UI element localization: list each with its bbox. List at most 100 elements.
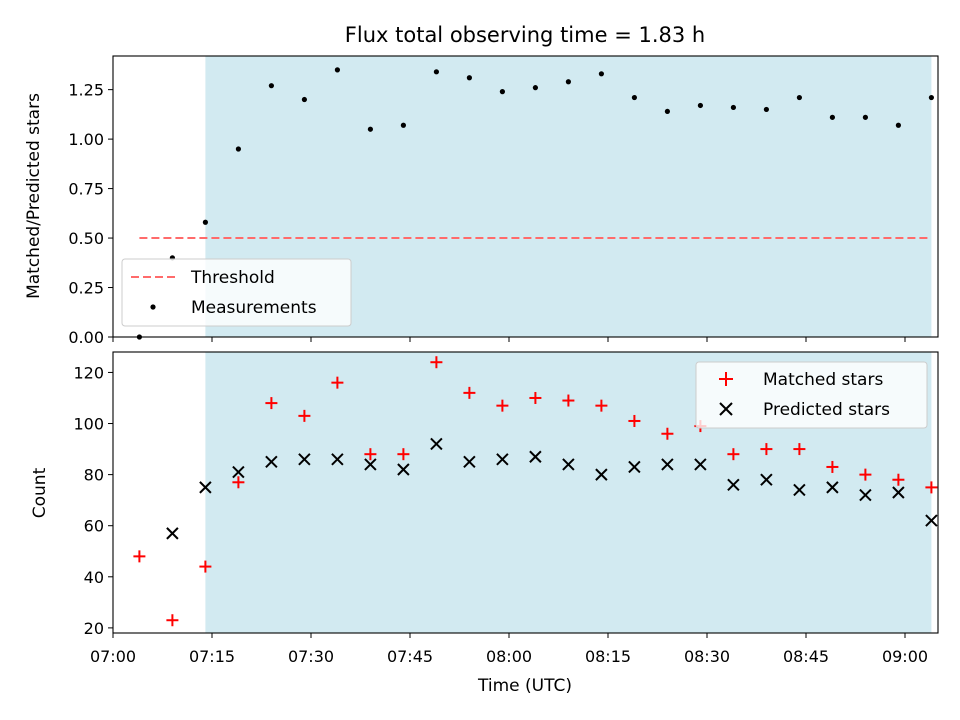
matched-point	[661, 427, 674, 440]
predicted-point	[694, 458, 707, 471]
measurement-point	[829, 114, 836, 120]
matched-point	[892, 473, 905, 486]
top-y-axis: 0.00 0.25 0.50 0.75 1.00 1.25	[68, 81, 113, 347]
predicted-point	[232, 465, 245, 479]
measurement-point	[301, 96, 307, 103]
measurement-point	[532, 85, 539, 91]
x-tick-label: 07:15	[189, 647, 235, 666]
x-tick-label: 08:00	[486, 647, 532, 666]
top-x-axis	[112, 337, 906, 342]
predicted-point	[595, 468, 608, 481]
matched-point	[166, 614, 179, 627]
measurement-point	[565, 79, 572, 85]
y-tick-label: 1.00	[68, 130, 104, 149]
legend-predicted-label: Predicted stars	[763, 400, 890, 420]
measurement-point	[598, 71, 605, 77]
predicted-point	[628, 460, 641, 474]
x-tick-label: 08:30	[684, 647, 730, 666]
measurement-point	[499, 89, 505, 95]
y-tick-label: 100	[73, 415, 104, 434]
bottom-legend: Matched stars Predicted stars	[695, 361, 928, 429]
matched-point	[133, 550, 146, 563]
legend-matched-label: Matched stars	[763, 370, 883, 390]
predicted-point	[727, 478, 740, 492]
predicted-point	[430, 437, 443, 451]
predicted-point	[793, 483, 806, 497]
y-tick-label: 0.25	[68, 279, 104, 298]
x-tick-label: 09:00	[882, 647, 928, 666]
matched-point	[760, 443, 773, 456]
measurement-point	[631, 94, 638, 101]
y-tick-label: 0.00	[68, 328, 104, 347]
y-tick-label: 120	[73, 363, 104, 382]
measurement-point	[367, 126, 373, 132]
predicted-point	[859, 488, 872, 502]
y-tick-label: 20	[84, 619, 104, 638]
top-y-axis-label: Matched/Predicted stars	[24, 93, 44, 299]
bottom-panel: 20 40 60 80 100 120 07:00 07:15 07:30 07:45 08:00…	[30, 351, 939, 696]
measurement-point	[202, 219, 208, 225]
matched-point	[727, 448, 740, 461]
legend-matched-swatch	[719, 372, 733, 386]
matched-point	[397, 448, 410, 461]
x-tick-label: 07:30	[288, 647, 334, 666]
predicted-point	[166, 527, 179, 540]
x-tick-label: 08:15	[585, 647, 631, 666]
chart-title: Flux total observing time = 1.83 h	[345, 23, 705, 47]
matched-point	[529, 391, 542, 404]
measurement-point	[796, 94, 803, 101]
matched-point	[595, 399, 608, 412]
matched-point	[562, 394, 575, 407]
matched-point	[331, 376, 344, 389]
predicted-point	[661, 458, 674, 471]
y-tick-label: 80	[84, 466, 104, 485]
measurement-point	[466, 75, 472, 81]
predicted-point	[760, 473, 773, 486]
legend-predicted-swatch	[719, 402, 733, 416]
bottom-y-axis: 20 40 60 80 100 120	[73, 363, 113, 638]
predicted-point	[364, 458, 377, 471]
y-tick-label: 0.75	[68, 180, 104, 199]
matched-point	[430, 356, 443, 369]
predicted-point	[892, 486, 905, 499]
measurement-point	[433, 69, 439, 75]
measurement-point	[235, 146, 241, 152]
measurement-point	[400, 122, 406, 128]
matched-point	[364, 448, 377, 461]
predicted-point	[199, 481, 212, 494]
bottom-legend-box	[695, 361, 928, 429]
measurement-point	[697, 102, 704, 109]
bottom-axes-frame	[112, 351, 939, 634]
predicted-point	[397, 463, 410, 476]
top-legend-box	[121, 258, 352, 327]
measurement-point	[862, 114, 869, 120]
top-legend: Threshold Measurements	[121, 258, 352, 327]
bottom-x-axis: 07:00 07:15 07:30 07:45 08:00 08:15 08:30 08:45…	[90, 633, 928, 666]
matched-point	[628, 414, 641, 427]
y-tick-label: 40	[84, 568, 104, 587]
y-tick-label: 0.50	[68, 229, 104, 248]
predicted-point	[496, 453, 509, 466]
y-tick-label: 1.25	[68, 81, 104, 100]
measurement-point	[928, 94, 935, 101]
matched-point	[793, 443, 806, 456]
top-panel: 0.00 0.25 0.50 0.75 1.00 1.25 Matched/Predict…	[24, 55, 939, 347]
x-tick-label: 07:00	[90, 647, 136, 666]
measurement-point	[763, 106, 770, 113]
measurement-point	[334, 67, 340, 73]
predicted-point	[529, 450, 542, 463]
matched-point	[925, 481, 938, 494]
top-axes-frame	[112, 55, 939, 338]
bottom-y-axis-label: Count	[30, 467, 50, 518]
y-tick-label: 60	[84, 517, 104, 536]
legend-threshold-label: Threshold	[190, 268, 275, 288]
matched-point	[232, 476, 245, 489]
matched-point	[199, 560, 212, 573]
predicted-point	[562, 458, 575, 471]
matched-point	[265, 397, 278, 410]
matched-point	[298, 409, 311, 422]
matched-point	[859, 468, 872, 481]
predicted-point	[925, 514, 938, 527]
x-tick-label: 08:45	[783, 647, 829, 666]
